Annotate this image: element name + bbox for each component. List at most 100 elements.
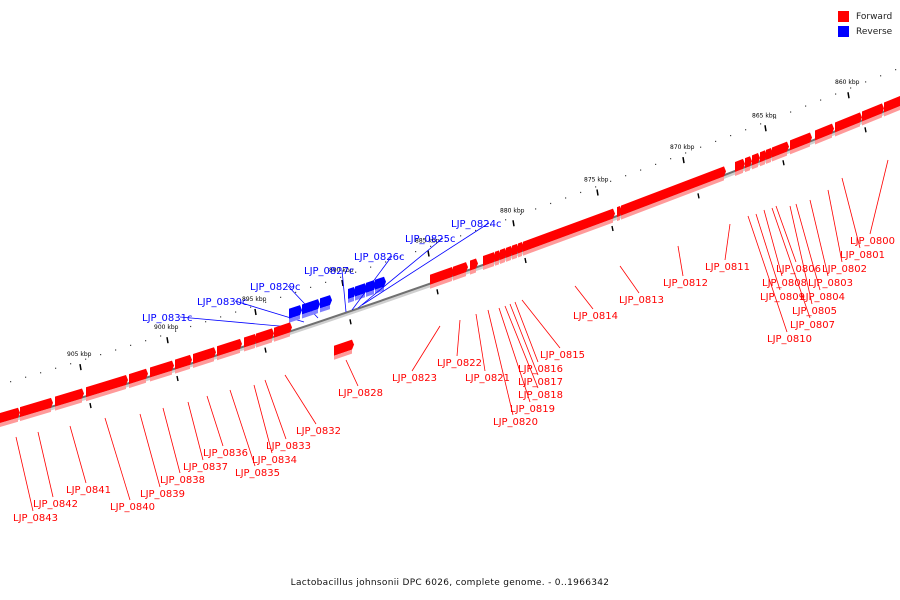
gene-LJP_0839: [129, 368, 148, 385]
gene-shadow-LJP_0819: [495, 260, 499, 266]
tick-label: 865 kbp: [752, 112, 777, 119]
gene-shadow-LJP_0810: [745, 166, 750, 173]
gene-label-LJP_0821: LJP_0821: [465, 373, 510, 384]
minor-tick: [550, 202, 552, 205]
minor-tick: [145, 340, 147, 342]
legend-label-reverse: Reverse: [856, 26, 893, 37]
gene-LJP_0833: [256, 328, 274, 344]
gene-shadow-LJP_0803: [815, 133, 832, 145]
leader-LJP_0821: [475, 313, 486, 372]
gene-LJP_0821: [470, 258, 478, 271]
gene-LJP_0814: [523, 208, 615, 252]
gene-label-LJP_0843: LJP_0843: [13, 513, 58, 524]
gene-label-LJP_0838: LJP_0838: [160, 475, 205, 486]
minor-tick: [115, 349, 117, 351]
gene-shadow-LJP_0840: [86, 385, 126, 402]
inner-tick: [176, 375, 179, 382]
gene-label-LJP_0833: LJP_0833: [266, 441, 311, 452]
gene-shadow-LJP_0816: [512, 253, 517, 260]
minor-tick: [505, 219, 507, 221]
leader-LJP_0801: [841, 177, 861, 249]
gene-shadow-LJP_0808: [760, 160, 765, 167]
major-tick: [427, 250, 430, 257]
minor-tick: [175, 330, 177, 332]
leader-LJP_0803: [809, 199, 829, 277]
gene-LJP_0825c: [366, 280, 376, 293]
major-tick: [764, 125, 767, 132]
leader-LJP_0817: [509, 303, 539, 376]
tick-label: 895 kbp: [242, 296, 267, 303]
leader-LJP_0831c: [179, 316, 291, 328]
gene-label-LJP_0827c: LJP_0827c: [304, 266, 355, 277]
gene-shadow-LJP_0811: [735, 168, 743, 177]
minor-tick: [10, 381, 12, 383]
gene-LJP_0800: [884, 96, 900, 113]
gene-label-LJP_0828: LJP_0828: [338, 388, 383, 399]
minor-tick: [745, 129, 747, 131]
minor-tick: [610, 180, 612, 182]
leader-LJP_0835: [229, 389, 256, 467]
minor-tick: [895, 69, 897, 71]
gene-LJP_0829c: [320, 295, 332, 309]
minor-tick: [595, 186, 597, 188]
inner-tick: [782, 160, 785, 166]
minor-tick: [475, 229, 477, 232]
gene-shadow-LJP_0830c: [302, 309, 318, 319]
gene-LJP_0841: [55, 388, 84, 407]
minor-tick: [565, 197, 567, 199]
leader-LJP_0826c: [351, 255, 393, 311]
gene-shadow-LJP_0834: [244, 343, 255, 352]
gene-label-LJP_0822: LJP_0822: [437, 358, 482, 369]
gene-label-LJP_0810: LJP_0810: [767, 334, 812, 345]
gene-LJP_0801: [862, 103, 884, 122]
leader-LJP_0810: [747, 215, 788, 333]
minor-tick: [310, 286, 312, 288]
gene-LJP_0834: [244, 333, 257, 348]
gene-LJP_0807: [766, 147, 773, 160]
minor-tick: [295, 291, 297, 293]
gene-shadow-LJP_0818: [500, 258, 505, 264]
gene-LJP_0837: [175, 354, 192, 370]
minor-tick: [250, 306, 252, 308]
inner-tick: [264, 347, 267, 353]
gene-LJP_0811: [735, 158, 745, 173]
gene-shadow-LJP_0801: [862, 113, 882, 126]
gene-shadow-LJP_0815: [518, 252, 522, 258]
leader-LJP_0822: [456, 319, 461, 357]
gene-LJP_0843: [0, 407, 20, 423]
gene-label-LJP_0814: LJP_0814: [573, 311, 618, 322]
gene-shadow-LJP_0836: [193, 357, 214, 368]
gene-LJP_0822: [453, 262, 468, 277]
gene-label-LJP_0832: LJP_0832: [296, 426, 341, 437]
minor-tick: [430, 245, 432, 247]
gene-label-LJP_0800: LJP_0800: [850, 236, 895, 247]
map-caption: Lactobacillus johnsonii DPC 6026, comple…: [290, 578, 610, 588]
minor-tick: [235, 311, 237, 313]
legend-item-reverse: Reverse: [838, 24, 892, 39]
major-tick: [682, 157, 685, 164]
gene-LJP_0815: [518, 242, 524, 254]
gene-shadow-LJP_0827c: [348, 296, 354, 303]
leader-LJP_0815: [521, 299, 561, 349]
gene-LJP_0819: [495, 250, 501, 262]
inner-tick: [436, 289, 439, 295]
leader-LJP_0812: [677, 245, 684, 277]
forward-swatch: [838, 11, 849, 22]
leader-LJP_0825c: [357, 237, 444, 309]
leader-LJP_0813: [619, 265, 640, 294]
gene-label-LJP_0813: LJP_0813: [619, 295, 664, 306]
gene-LJP_0805: [790, 138, 798, 151]
gene-shadow-LJP_0838: [150, 370, 172, 382]
gene-label-LJP_0831c: LJP_0831c: [142, 313, 193, 324]
gene-label-LJP_0841: LJP_0841: [66, 485, 111, 496]
minor-tick: [385, 261, 387, 263]
leader-LJP_0811: [724, 223, 731, 261]
gene-label-LJP_0829c: LJP_0829c: [250, 282, 301, 293]
tick-label: 880 kbp: [500, 207, 525, 214]
tick-label: 885 kbp: [415, 237, 440, 244]
major-tick: [847, 92, 850, 99]
gene-shadow-LJP_0806: [772, 151, 787, 162]
gene-LJP_0806: [772, 141, 789, 158]
